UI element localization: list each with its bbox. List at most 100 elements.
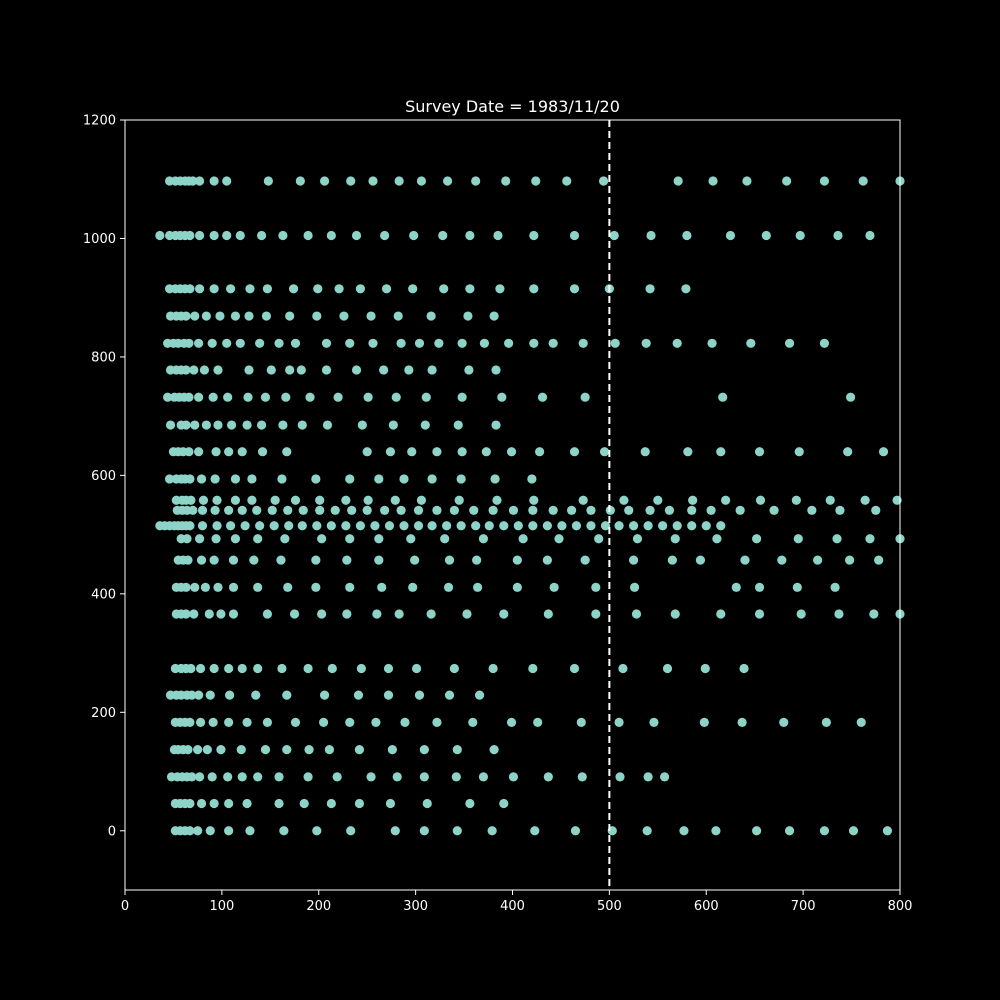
data-point xyxy=(319,690,330,700)
data-point xyxy=(384,521,395,531)
data-point xyxy=(196,474,207,484)
data-point xyxy=(629,582,640,592)
data-point xyxy=(737,717,747,727)
data-point xyxy=(236,745,246,755)
data-point xyxy=(465,798,475,809)
data-point xyxy=(489,745,499,755)
data-point xyxy=(345,474,355,484)
data-point xyxy=(456,474,466,484)
data-point xyxy=(755,495,766,505)
data-point xyxy=(892,495,902,505)
data-point xyxy=(290,717,301,727)
data-point xyxy=(256,420,267,430)
data-point xyxy=(244,365,254,375)
data-point xyxy=(262,284,273,294)
data-point xyxy=(196,555,207,565)
data-point xyxy=(209,663,219,674)
data-point xyxy=(366,772,376,782)
data-point xyxy=(577,772,587,782)
data-point xyxy=(646,230,656,241)
data-point xyxy=(673,176,683,186)
data-point xyxy=(687,505,697,515)
data-point xyxy=(282,690,292,700)
data-point xyxy=(716,609,726,619)
data-point xyxy=(281,392,291,402)
x-tick-label: 0 xyxy=(121,899,129,914)
data-point xyxy=(189,609,199,619)
x-tick-label: 200 xyxy=(306,899,331,914)
data-point xyxy=(413,505,424,515)
data-point xyxy=(255,521,265,531)
data-point xyxy=(452,745,462,755)
data-point xyxy=(188,505,198,515)
data-point xyxy=(664,505,675,515)
data-point xyxy=(408,582,418,592)
data-point xyxy=(181,420,191,430)
data-point xyxy=(155,230,165,241)
data-point xyxy=(821,717,831,727)
data-point xyxy=(856,717,866,727)
data-point xyxy=(549,582,559,592)
data-point xyxy=(508,772,519,782)
data-point xyxy=(345,338,355,348)
data-point xyxy=(469,505,479,515)
data-point xyxy=(185,230,195,241)
data-point xyxy=(283,582,293,592)
data-point xyxy=(658,521,668,531)
data-point xyxy=(222,338,232,348)
data-point xyxy=(794,447,804,457)
data-point xyxy=(374,474,384,484)
data-point xyxy=(451,772,461,782)
x-tick-label: 700 xyxy=(791,899,816,914)
data-point xyxy=(279,826,289,836)
data-point xyxy=(165,420,176,430)
data-point xyxy=(351,365,362,375)
data-point xyxy=(187,772,197,782)
data-point xyxy=(237,663,247,674)
data-point xyxy=(380,230,390,241)
data-point xyxy=(164,474,175,484)
data-point xyxy=(351,230,362,241)
data-point xyxy=(542,555,552,565)
data-point xyxy=(543,772,553,782)
data-point xyxy=(599,447,610,457)
data-point xyxy=(600,521,611,531)
data-point xyxy=(640,447,650,457)
data-point xyxy=(282,745,292,755)
data-point xyxy=(303,230,313,241)
data-point xyxy=(580,392,590,402)
data-point xyxy=(209,176,219,186)
data-point xyxy=(245,284,255,294)
data-point xyxy=(513,521,523,531)
data-point xyxy=(807,505,817,515)
data-point xyxy=(195,717,206,727)
data-point xyxy=(228,609,239,619)
data-point xyxy=(225,690,235,700)
data-point xyxy=(326,521,336,531)
data-point xyxy=(278,420,288,430)
data-point xyxy=(833,230,843,241)
data-point xyxy=(711,826,721,836)
data-point xyxy=(230,495,241,505)
data-point xyxy=(224,447,234,457)
axes: 0 100 200 300 400 500 600 700 800 0 200 400 600 800 10… xyxy=(83,114,913,915)
data-point xyxy=(414,690,425,700)
data-point xyxy=(434,338,444,348)
data-point xyxy=(372,609,382,619)
data-point xyxy=(542,521,552,531)
data-point xyxy=(700,663,710,674)
data-point xyxy=(457,338,467,348)
data-point xyxy=(190,311,200,321)
data-point xyxy=(784,338,795,348)
data-point xyxy=(570,826,581,836)
data-point xyxy=(296,365,306,375)
data-point xyxy=(333,392,343,402)
data-point xyxy=(548,505,558,515)
data-point xyxy=(222,230,232,241)
data-point xyxy=(285,311,295,321)
data-point xyxy=(490,474,500,484)
data-point xyxy=(189,365,199,375)
scatter-points xyxy=(155,176,905,836)
data-point xyxy=(528,521,538,531)
data-point xyxy=(718,392,728,402)
